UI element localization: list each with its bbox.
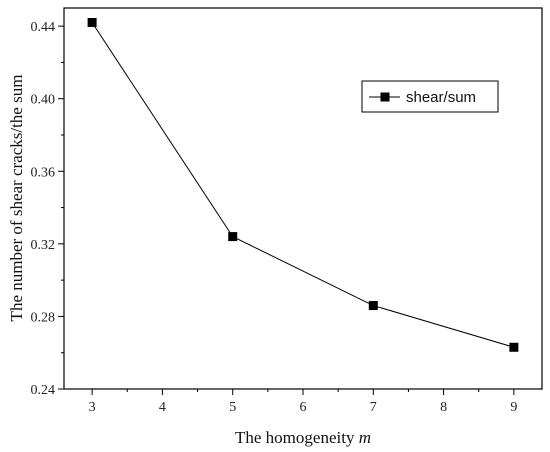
plot-frame xyxy=(63,7,543,390)
y-tick-label: 0.40 xyxy=(31,93,56,108)
y-tick-label: 0.44 xyxy=(31,20,56,35)
axis-ticks: 3 4 5 6 7 8 9 0.24 0.28 0.32 0.36 0.40 0.44 xyxy=(31,20,518,415)
x-axis-title: The homogeneity m xyxy=(235,428,371,447)
series-line xyxy=(91,22,515,348)
x-tick-label: 8 xyxy=(440,400,447,415)
data-point xyxy=(228,232,238,242)
legend-marker xyxy=(380,92,390,102)
x-tick-label: 3 xyxy=(89,400,96,415)
data-point xyxy=(87,18,97,28)
x-tick-label: 6 xyxy=(300,400,307,415)
legend-label: shear/sum xyxy=(406,89,476,106)
series-layer xyxy=(87,18,519,352)
data-point xyxy=(368,301,378,311)
y-tick-label: 0.24 xyxy=(31,383,56,398)
y-tick-label: 0.28 xyxy=(31,310,56,325)
legend: shear/sum xyxy=(361,80,499,113)
x-tick-label: 4 xyxy=(159,400,166,415)
x-tick-label: 9 xyxy=(510,400,517,415)
data-point xyxy=(509,342,519,352)
y-tick-label: 0.32 xyxy=(31,238,56,253)
x-tick-label: 5 xyxy=(229,400,236,415)
y-tick-label: 0.36 xyxy=(31,165,56,180)
x-tick-label: 7 xyxy=(370,400,377,415)
y-axis-title: The number of shear cracks/the sum xyxy=(7,75,26,322)
